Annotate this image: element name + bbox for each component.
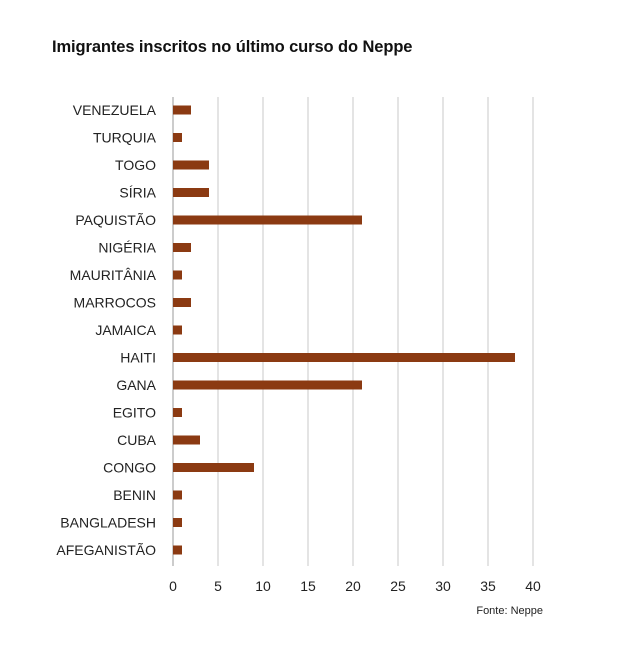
chart-title: Imigrantes inscritos no último curso do … [52,38,413,56]
category-label: SÍRIA [119,185,156,201]
bar [173,380,362,390]
category-label: CUBA [117,432,157,448]
x-tick-label: 35 [480,578,496,594]
category-label: BANGLADESH [60,515,156,531]
x-tick-label: 25 [390,578,406,594]
category-label: HAITI [120,350,156,366]
gridlines [172,97,534,566]
category-label: TURQUIA [93,130,157,146]
x-tick-label: 40 [525,578,541,594]
category-label: TOGO [115,157,156,173]
x-tick-label: 20 [345,578,361,594]
bar [173,188,209,197]
bar [173,463,254,472]
x-tick-label: 15 [300,578,316,594]
category-label: EGITO [113,405,156,421]
bar [173,243,191,252]
category-label: MARROCOS [74,295,156,311]
bar [173,408,182,417]
category-label: VENEZUELA [73,102,157,118]
category-label: JAMAICA [95,322,156,338]
category-label: BENIN [113,487,156,503]
bar [173,160,209,170]
source-note: Fonte: Neppe [476,605,543,617]
category-label: MAURITÂNIA [70,267,157,283]
bar [173,133,182,142]
category-label: PAQUISTÃO [75,212,156,228]
bar [173,545,182,555]
category-label: CONGO [103,460,156,476]
x-tick-label: 30 [435,578,451,594]
x-tick-label: 10 [255,578,271,594]
bar [173,105,191,115]
bar [173,435,200,445]
bar [173,353,515,362]
x-tick-label: 5 [214,578,222,594]
bar [173,298,191,307]
x-tick-label: 0 [169,578,177,594]
bar [173,215,362,225]
x-tick-labels: 0 5 10 15 20 25 30 35 40 [169,578,541,594]
category-label: NIGÉRIA [98,240,156,256]
bar [173,490,182,500]
category-label: GANA [116,377,156,393]
category-labels: VENEZUELA TURQUIA TOGO SÍRIA PAQUISTÃO NIGÉRI… [56,102,156,558]
bar [173,518,182,527]
category-label: AFEGANISTÃO [56,542,156,558]
bar [173,270,182,280]
bars [173,105,515,555]
bar [173,325,182,335]
